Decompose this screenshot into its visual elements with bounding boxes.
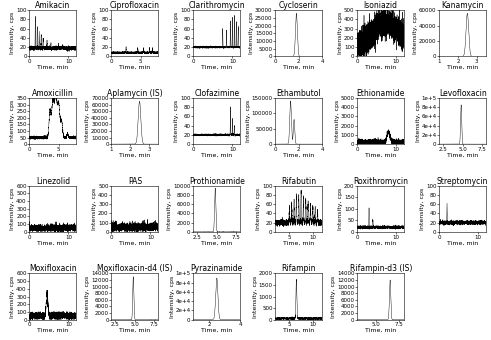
Title: Amikacin: Amikacin (35, 1, 71, 10)
Title: Prothionamide: Prothionamide (189, 177, 245, 186)
X-axis label: Time, min: Time, min (201, 153, 232, 158)
Title: Pyrazinamide: Pyrazinamide (191, 265, 243, 273)
X-axis label: Time, min: Time, min (283, 153, 314, 158)
X-axis label: Time, min: Time, min (37, 328, 69, 333)
Title: Clofazimine: Clofazimine (194, 89, 239, 98)
Title: Clarithromycin: Clarithromycin (189, 1, 245, 10)
Y-axis label: Intensity, cps: Intensity, cps (10, 275, 16, 318)
X-axis label: Time, min: Time, min (119, 153, 150, 158)
X-axis label: Time, min: Time, min (283, 240, 314, 245)
X-axis label: Time, min: Time, min (119, 240, 150, 245)
Y-axis label: Intensity, cps: Intensity, cps (10, 188, 16, 230)
X-axis label: Time, min: Time, min (37, 153, 69, 158)
X-axis label: Time, min: Time, min (201, 65, 232, 70)
Y-axis label: Intensity, cps: Intensity, cps (331, 275, 336, 318)
Y-axis label: Intensity, cps: Intensity, cps (10, 12, 16, 54)
X-axis label: Time, min: Time, min (201, 328, 232, 333)
Y-axis label: Intensity, cps: Intensity, cps (249, 12, 254, 54)
X-axis label: Time, min: Time, min (37, 65, 69, 70)
Title: Streptomycin: Streptomycin (437, 177, 489, 186)
Title: Isoniazid: Isoniazid (364, 1, 398, 10)
Y-axis label: Intensity, cps: Intensity, cps (85, 275, 90, 318)
Y-axis label: Intensity, cps: Intensity, cps (170, 275, 175, 318)
Y-axis label: Intensity, cps: Intensity, cps (174, 12, 179, 54)
X-axis label: Time, min: Time, min (447, 153, 478, 158)
Y-axis label: Intensity, cps: Intensity, cps (10, 100, 16, 142)
Title: Linezolid: Linezolid (36, 177, 70, 186)
Y-axis label: Intensity, cps: Intensity, cps (167, 188, 172, 230)
X-axis label: Time, min: Time, min (201, 240, 232, 245)
Y-axis label: Intensity, cps: Intensity, cps (85, 100, 90, 142)
X-axis label: Time, min: Time, min (447, 240, 478, 245)
Y-axis label: Intensity, cps: Intensity, cps (253, 275, 258, 318)
Y-axis label: Intensity, cps: Intensity, cps (335, 100, 340, 142)
Y-axis label: Intensity, cps: Intensity, cps (420, 188, 425, 230)
Title: Ethambutol: Ethambutol (276, 89, 321, 98)
X-axis label: Time, min: Time, min (365, 65, 396, 70)
X-axis label: Time, min: Time, min (365, 240, 396, 245)
X-axis label: Time, min: Time, min (447, 65, 478, 70)
Y-axis label: Intensity, cps: Intensity, cps (416, 100, 421, 142)
X-axis label: Time, min: Time, min (119, 65, 150, 70)
X-axis label: Time, min: Time, min (365, 328, 396, 333)
Title: Rifampin-d3 (IS): Rifampin-d3 (IS) (350, 265, 412, 273)
X-axis label: Time, min: Time, min (119, 328, 150, 333)
X-axis label: Time, min: Time, min (283, 65, 314, 70)
Y-axis label: Intensity, cps: Intensity, cps (246, 100, 251, 142)
Title: PAS: PAS (128, 177, 142, 186)
Title: Amoxicillin: Amoxicillin (32, 89, 74, 98)
Y-axis label: Intensity, cps: Intensity, cps (92, 188, 97, 230)
Title: Levofloxacin: Levofloxacin (439, 89, 487, 98)
Title: Rifampin: Rifampin (281, 265, 316, 273)
Title: Kanamycin: Kanamycin (441, 1, 484, 10)
Y-axis label: Intensity, cps: Intensity, cps (92, 12, 97, 54)
Title: Aplamycin (IS): Aplamycin (IS) (107, 89, 163, 98)
Y-axis label: Intensity, cps: Intensity, cps (338, 12, 343, 54)
Title: Rifabutin: Rifabutin (281, 177, 316, 186)
Y-axis label: Intensity, cps: Intensity, cps (174, 100, 179, 142)
X-axis label: Time, min: Time, min (283, 328, 314, 333)
Y-axis label: Intensity, cps: Intensity, cps (413, 12, 418, 54)
Title: Moxifloxacin: Moxifloxacin (29, 265, 77, 273)
Title: Moxifloxacin-d4 (IS): Moxifloxacin-d4 (IS) (97, 265, 172, 273)
X-axis label: Time, min: Time, min (365, 153, 396, 158)
Title: Roxithromycin: Roxithromycin (353, 177, 408, 186)
Y-axis label: Intensity, cps: Intensity, cps (338, 188, 343, 230)
Title: Cycloserin: Cycloserin (279, 1, 319, 10)
Y-axis label: Intensity, cps: Intensity, cps (256, 188, 261, 230)
Title: Ethionamide: Ethionamide (356, 89, 405, 98)
X-axis label: Time, min: Time, min (37, 240, 69, 245)
Title: Ciprofloxacin: Ciprofloxacin (110, 1, 160, 10)
